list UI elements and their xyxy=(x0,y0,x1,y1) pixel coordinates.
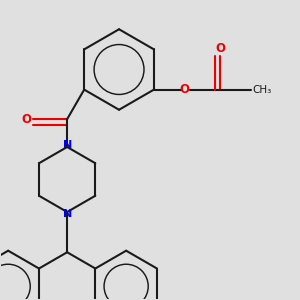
Text: N: N xyxy=(62,209,72,220)
Text: N: N xyxy=(62,140,72,149)
Text: O: O xyxy=(21,112,31,126)
Text: O: O xyxy=(215,42,225,55)
Text: O: O xyxy=(179,83,190,96)
Text: CH₃: CH₃ xyxy=(252,85,272,94)
